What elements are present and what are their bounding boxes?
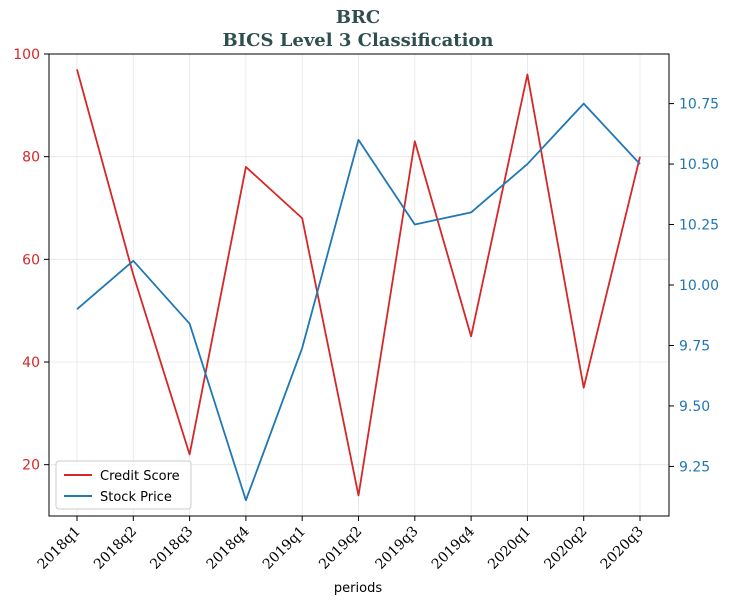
x-tick-label: 2018q3 (147, 524, 196, 573)
x-tick-label: 2020q1 (485, 524, 534, 573)
y-right-tick-label: 10.25 (679, 218, 719, 234)
series (76, 69, 641, 502)
x-tick-label: 2020q3 (598, 524, 647, 573)
y-right-tick-label: 10.00 (679, 278, 719, 294)
legend: Credit Score Stock Price (55, 460, 192, 510)
y-left-tick-label: 20 (22, 458, 40, 474)
chart-title: BRC (336, 7, 381, 28)
x-tick-label: 2019q2 (316, 524, 365, 573)
y-right-tick-label: 10.50 (679, 157, 719, 173)
y-left-tick-label: 60 (22, 252, 40, 268)
x-tick-label: 2018q2 (91, 524, 140, 573)
y-right-tick-label: 9.50 (679, 399, 710, 415)
chart-subtitle: BICS Level 3 Classification (222, 30, 493, 51)
x-tick-label: 2018q1 (35, 524, 84, 573)
y-axis-left: 20 40 60 80 100 (13, 47, 49, 474)
x-axis-label: periods (334, 581, 382, 596)
x-tick-label: 2019q1 (260, 524, 309, 573)
y-right-tick-label: 9.25 (679, 459, 710, 475)
y-left-tick-label: 100 (13, 47, 40, 63)
x-tick-label: 2019q4 (429, 523, 478, 572)
legend-label-credit-score: Credit Score (100, 469, 180, 484)
x-tick-label: 2019q3 (372, 524, 421, 573)
y-axis-right: 9.25 9.50 9.75 10.00 10.25 10.50 10.75 (669, 97, 719, 475)
plot-frame (48, 53, 670, 517)
x-tick-label: 2020q2 (541, 524, 590, 573)
legend-label-stock-price: Stock Price (100, 490, 172, 505)
x-tick-label: 2018q4 (204, 523, 253, 572)
y-right-tick-label: 9.75 (679, 338, 710, 354)
y-left-tick-label: 80 (22, 150, 40, 166)
y-right-tick-label: 10.75 (679, 97, 719, 113)
grid (49, 53, 669, 516)
y-left-tick-label: 40 (22, 355, 40, 371)
x-axis: 2018q1 2018q2 2018q3 2018q4 2019q1 2019q2 2019… (35, 516, 647, 573)
